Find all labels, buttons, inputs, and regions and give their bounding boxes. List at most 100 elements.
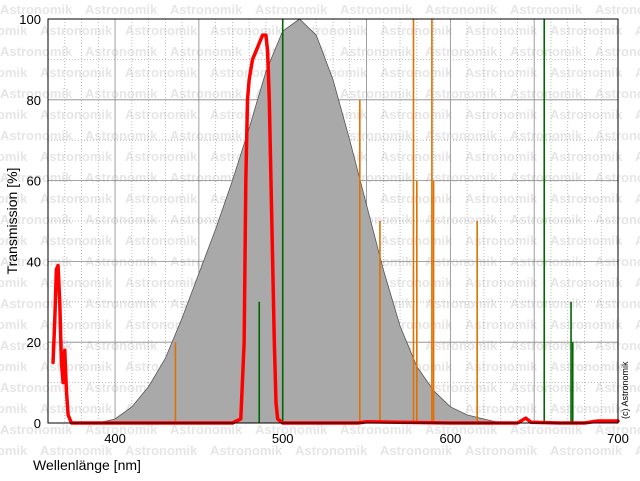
watermark-text: Astronomik bbox=[40, 191, 113, 206]
watermark-text: Astronomik bbox=[510, 2, 583, 17]
watermark-text: Astronomik bbox=[340, 2, 413, 17]
watermark-text: Astronomik bbox=[85, 422, 158, 437]
watermark-text: Astronomik bbox=[425, 128, 498, 143]
watermark-text: Astronomik bbox=[550, 275, 623, 290]
watermark-text: Astronomik bbox=[510, 170, 583, 185]
watermark-text: Astronomik bbox=[465, 23, 538, 38]
watermark-text: Astronomik bbox=[425, 422, 498, 437]
watermark-text: Astronomik bbox=[170, 422, 243, 437]
watermark-text: Astronomik bbox=[380, 107, 453, 122]
watermark-text: Astronomik bbox=[0, 2, 73, 17]
watermark-text: Astronomik bbox=[510, 128, 583, 143]
watermark-text: Astronomik bbox=[465, 401, 538, 416]
watermark-text: Astronomik bbox=[635, 149, 640, 164]
watermark-text: Astronomik bbox=[550, 401, 623, 416]
watermark-text: Astronomik bbox=[40, 317, 113, 332]
watermark-text: Astronomik bbox=[465, 443, 538, 458]
filter-area-series bbox=[48, 18, 618, 424]
watermark-text: Astronomik bbox=[635, 23, 640, 38]
watermark-text: Astronomik bbox=[635, 317, 640, 332]
watermark-text: Astronomik bbox=[635, 65, 640, 80]
x-axis-label: Wellenlänge [nm] bbox=[33, 457, 141, 473]
watermark-text: Astronomik bbox=[465, 359, 538, 374]
watermark-text: Astronomik bbox=[550, 317, 623, 332]
watermark-text: Astronomik bbox=[85, 338, 158, 353]
watermark-text: Astronomik bbox=[510, 422, 583, 437]
watermark-text: Astronomik bbox=[85, 128, 158, 143]
watermark-text: Astronomik bbox=[0, 107, 28, 122]
watermark-text: Astronomik bbox=[550, 359, 623, 374]
watermark-text: Astronomik bbox=[550, 191, 623, 206]
watermark-text: Astronomik bbox=[85, 86, 158, 101]
watermark-text: Astronomik bbox=[125, 191, 198, 206]
watermark-text: Astronomik bbox=[85, 44, 158, 59]
watermark-text: Astronomik bbox=[510, 212, 583, 227]
watermark-text: Astronomik bbox=[340, 422, 413, 437]
watermark-text: Astronomik bbox=[635, 233, 640, 248]
watermark-text: Astronomik bbox=[125, 149, 198, 164]
watermark-text: Astronomik bbox=[635, 401, 640, 416]
watermark-text: Astronomik bbox=[0, 359, 28, 374]
watermark-text: Astronomik bbox=[40, 23, 113, 38]
watermark-text: Astronomik bbox=[465, 317, 538, 332]
watermark-text: Astronomik bbox=[40, 149, 113, 164]
watermark-text: Astronomik bbox=[0, 65, 28, 80]
watermark-text: Astronomik bbox=[40, 443, 113, 458]
watermark-text: Astronomik bbox=[85, 212, 158, 227]
watermark-text: Astronomik bbox=[0, 128, 73, 143]
watermark-text: Astronomik bbox=[40, 275, 113, 290]
tick-labels: 0 20 40 60 80 100 400 500 600 700 bbox=[19, 12, 629, 446]
watermark-text: Astronomik bbox=[125, 275, 198, 290]
y-tick-label: 100 bbox=[19, 12, 41, 27]
watermark-text: Astronomik bbox=[170, 170, 243, 185]
y-tick-label: 80 bbox=[27, 93, 41, 108]
watermark-text: Astronomik bbox=[85, 380, 158, 395]
watermark-text: Astronomik bbox=[340, 44, 413, 59]
watermark-text: Astronomik bbox=[380, 443, 453, 458]
plot-frame bbox=[47, 18, 619, 424]
watermark-text: Astronomik bbox=[510, 338, 583, 353]
watermark-text: Astronomik bbox=[510, 380, 583, 395]
watermark-text: Astronomik bbox=[0, 296, 73, 311]
watermark-text: Astronomik bbox=[0, 191, 28, 206]
watermark-text: Astronomik bbox=[595, 422, 640, 437]
watermark-text: Astronomik bbox=[465, 275, 538, 290]
watermark-text: Astronomik bbox=[40, 359, 113, 374]
watermark-text: Astronomik bbox=[425, 380, 498, 395]
watermark-text: Astronomik bbox=[0, 212, 73, 227]
watermark-text: Astronomik bbox=[550, 107, 623, 122]
watermark-text: Astronomik bbox=[125, 107, 198, 122]
watermark-text: Astronomik bbox=[340, 86, 413, 101]
watermark-text: Astronomik bbox=[510, 296, 583, 311]
watermark-text: Astronomik bbox=[425, 212, 498, 227]
watermark-text: Astronomik bbox=[465, 191, 538, 206]
watermark-text: Astronomik bbox=[0, 380, 73, 395]
watermark-text: Astronomik bbox=[85, 170, 158, 185]
watermark-text: Astronomik bbox=[170, 86, 243, 101]
watermark-text: Astronomik bbox=[465, 65, 538, 80]
watermark-text: Astronomik bbox=[425, 170, 498, 185]
watermark-text: Astronomik bbox=[40, 65, 113, 80]
watermark-text: Astronomik bbox=[170, 44, 243, 59]
copyright-label: (c) Astronomik bbox=[620, 361, 630, 419]
y-tick-label: 20 bbox=[27, 335, 41, 350]
y-tick-label: 40 bbox=[27, 254, 41, 269]
watermark-text: Astronomik bbox=[40, 107, 113, 122]
watermark-text: Astronomik bbox=[510, 86, 583, 101]
watermark-text: Astronomik bbox=[0, 44, 73, 59]
watermark-text: Astronomik bbox=[210, 443, 283, 458]
watermark-text: Astronomik bbox=[510, 44, 583, 59]
watermark-text: Astronomik bbox=[85, 296, 158, 311]
watermark-text: Astronomik bbox=[635, 359, 640, 374]
watermark-text: Astronomik bbox=[0, 254, 73, 269]
watermark-text: Astronomik bbox=[550, 149, 623, 164]
watermark-text: Astronomik bbox=[0, 422, 73, 437]
watermark-text: Astronomik bbox=[0, 275, 28, 290]
y-tick-label: 0 bbox=[34, 416, 41, 431]
watermark-text: Astronomik bbox=[340, 128, 413, 143]
watermark-text: Astronomik bbox=[0, 23, 28, 38]
watermark-text: Astronomik bbox=[0, 149, 28, 164]
watermark-text: Astronomik bbox=[170, 2, 243, 17]
watermark-text: Astronomik bbox=[0, 170, 73, 185]
